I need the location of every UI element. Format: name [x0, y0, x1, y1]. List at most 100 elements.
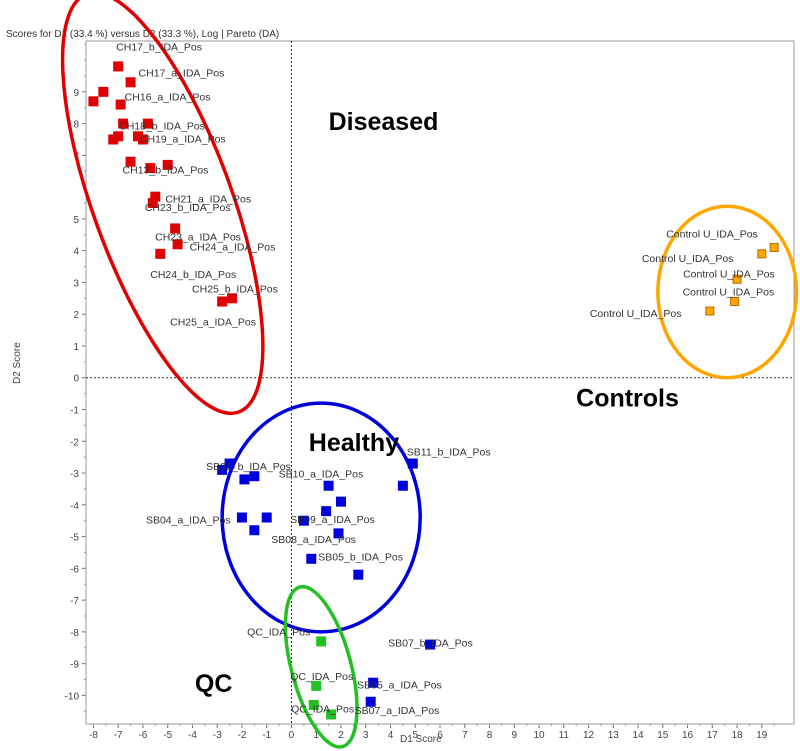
- y-tick-label: 5: [73, 215, 79, 226]
- x-tick-label: 1: [313, 730, 319, 741]
- y-tick-label: 4: [73, 247, 79, 258]
- x-tick-label: 6: [437, 730, 443, 741]
- point-label: Control U_IDA_Pos: [590, 308, 682, 320]
- x-tick-label: 16: [682, 730, 694, 741]
- x-tick-label: -4: [188, 730, 197, 741]
- point-diseased: [118, 118, 129, 129]
- point-label: SB01_b_IDA_Pos: [206, 461, 291, 473]
- x-tick-label: 7: [462, 730, 468, 741]
- point-label: SB05_b_IDA_Pos: [318, 552, 403, 564]
- x-tick-label: 10: [533, 730, 545, 741]
- x-tick-label: 0: [289, 730, 295, 741]
- x-tick-label: 9: [511, 730, 517, 741]
- point-diseased: [108, 134, 119, 145]
- point-label: SB05_a_IDA_Pos: [357, 680, 442, 692]
- group-label-diseased: Diseased: [329, 108, 439, 136]
- point-label: SB08_a_IDA_Pos: [271, 534, 356, 546]
- point-diseased: [113, 61, 124, 72]
- x-tick-label: -7: [114, 730, 123, 741]
- point-diseased: [162, 159, 173, 170]
- point-label: CH16_a_IDA_Pos: [125, 92, 211, 104]
- group-ring-healthy: [220, 401, 422, 634]
- point-label: CH17_b_IDA_Pos: [116, 41, 202, 53]
- point-healthy: [333, 528, 344, 539]
- x-tick-label: -5: [163, 730, 172, 741]
- y-tick-label: 2: [73, 310, 79, 321]
- point-healthy: [306, 553, 317, 564]
- point-qc: [326, 709, 337, 720]
- point-diseased: [170, 223, 181, 234]
- point-label: SB07_b_IDA_Pos: [388, 638, 473, 650]
- point-label: CH24_a_IDA_Pos: [190, 241, 276, 253]
- point-diseased: [145, 163, 156, 174]
- y-tick-label: -7: [70, 596, 79, 607]
- point-qc: [308, 699, 319, 710]
- point-healthy: [224, 458, 235, 469]
- point-label: CH17_a_IDA_Pos: [139, 67, 225, 79]
- y-tick-label: 1: [73, 342, 79, 353]
- point-diseased: [137, 134, 148, 145]
- point-label: SB10_a_IDA_Pos: [279, 469, 364, 481]
- y-axis-label: D2 Score: [12, 342, 23, 384]
- point-healthy: [239, 474, 250, 485]
- axes-layer: -8 -7 -6 -5 -4 -3 -2 -1 0 1 2 3 4 5 6 7 8 9 10 11 12 13 14 15 16…: [65, 41, 794, 741]
- group-ring-qc: [283, 584, 359, 749]
- x-tick-label: 17: [707, 730, 719, 741]
- y-tick-label: -8: [70, 628, 79, 639]
- y-tick-label: -2: [70, 437, 79, 448]
- point-label: SB09_a_IDA_Pos: [290, 514, 375, 526]
- point-label: CH23_a_IDA_Pos: [155, 231, 241, 243]
- point-controls: [730, 296, 740, 306]
- point-diseased: [147, 198, 158, 209]
- x-tick-label: -2: [238, 730, 247, 741]
- point-controls: [732, 274, 742, 284]
- x-tick-label: -6: [138, 730, 147, 741]
- group-label-qc: QC: [195, 670, 233, 698]
- point-diseased: [227, 293, 238, 304]
- point-label: CH19_a_IDA_Pos: [140, 133, 226, 145]
- point-label: SB07_a_IDA_Pos: [355, 705, 440, 717]
- point-healthy: [368, 677, 379, 688]
- y-tick-label: -10: [65, 691, 80, 702]
- chart-title: Scores for D1 (33.4 %) versus D2 (33.3 %…: [6, 29, 279, 40]
- x-tick-label: 13: [608, 730, 620, 741]
- point-diseased: [172, 239, 183, 250]
- group-label-controls: Controls: [576, 384, 679, 412]
- x-tick-label: 19: [756, 730, 768, 741]
- point-healthy: [298, 515, 309, 526]
- x-tick-label: 2: [338, 730, 344, 741]
- point-label: Control U_IDA_Pos: [666, 228, 758, 240]
- point-healthy: [321, 506, 332, 517]
- y-tick-label: -4: [70, 501, 79, 512]
- point-healthy: [236, 512, 247, 523]
- y-tick-label: 9: [73, 88, 79, 99]
- point-diseased: [125, 156, 136, 167]
- y-tick-label: 0: [73, 374, 79, 385]
- x-tick-label: -3: [213, 730, 222, 741]
- point-healthy: [365, 696, 376, 707]
- group-rings: [60, 0, 799, 749]
- point-diseased: [115, 99, 126, 110]
- x-tick-label: 5: [412, 730, 418, 741]
- x-tick-label: 4: [388, 730, 394, 741]
- x-axis-label: D1 Score: [400, 734, 442, 745]
- point-controls: [757, 249, 767, 259]
- y-tick-label: 3: [73, 278, 79, 289]
- x-tick-label: -8: [89, 730, 98, 741]
- y-tick-label: 8: [73, 120, 79, 131]
- point-label: Control U_IDA_Pos: [642, 253, 734, 265]
- point-healthy: [425, 639, 436, 650]
- point-label: CH25_b_IDA_Pos: [192, 283, 278, 295]
- points-layer: [88, 61, 779, 720]
- point-controls: [769, 242, 779, 252]
- point-healthy: [217, 464, 228, 475]
- point-label: QC_IDA_Pos: [247, 626, 310, 638]
- x-tick-label: 14: [632, 730, 644, 741]
- point-label: SB11_b_IDA_Pos: [407, 447, 491, 459]
- point-diseased: [98, 86, 109, 97]
- point-diseased: [125, 77, 136, 88]
- x-tick-label: 3: [363, 730, 369, 741]
- point-qc: [316, 636, 327, 647]
- point-healthy: [323, 480, 334, 491]
- point-healthy: [335, 496, 346, 507]
